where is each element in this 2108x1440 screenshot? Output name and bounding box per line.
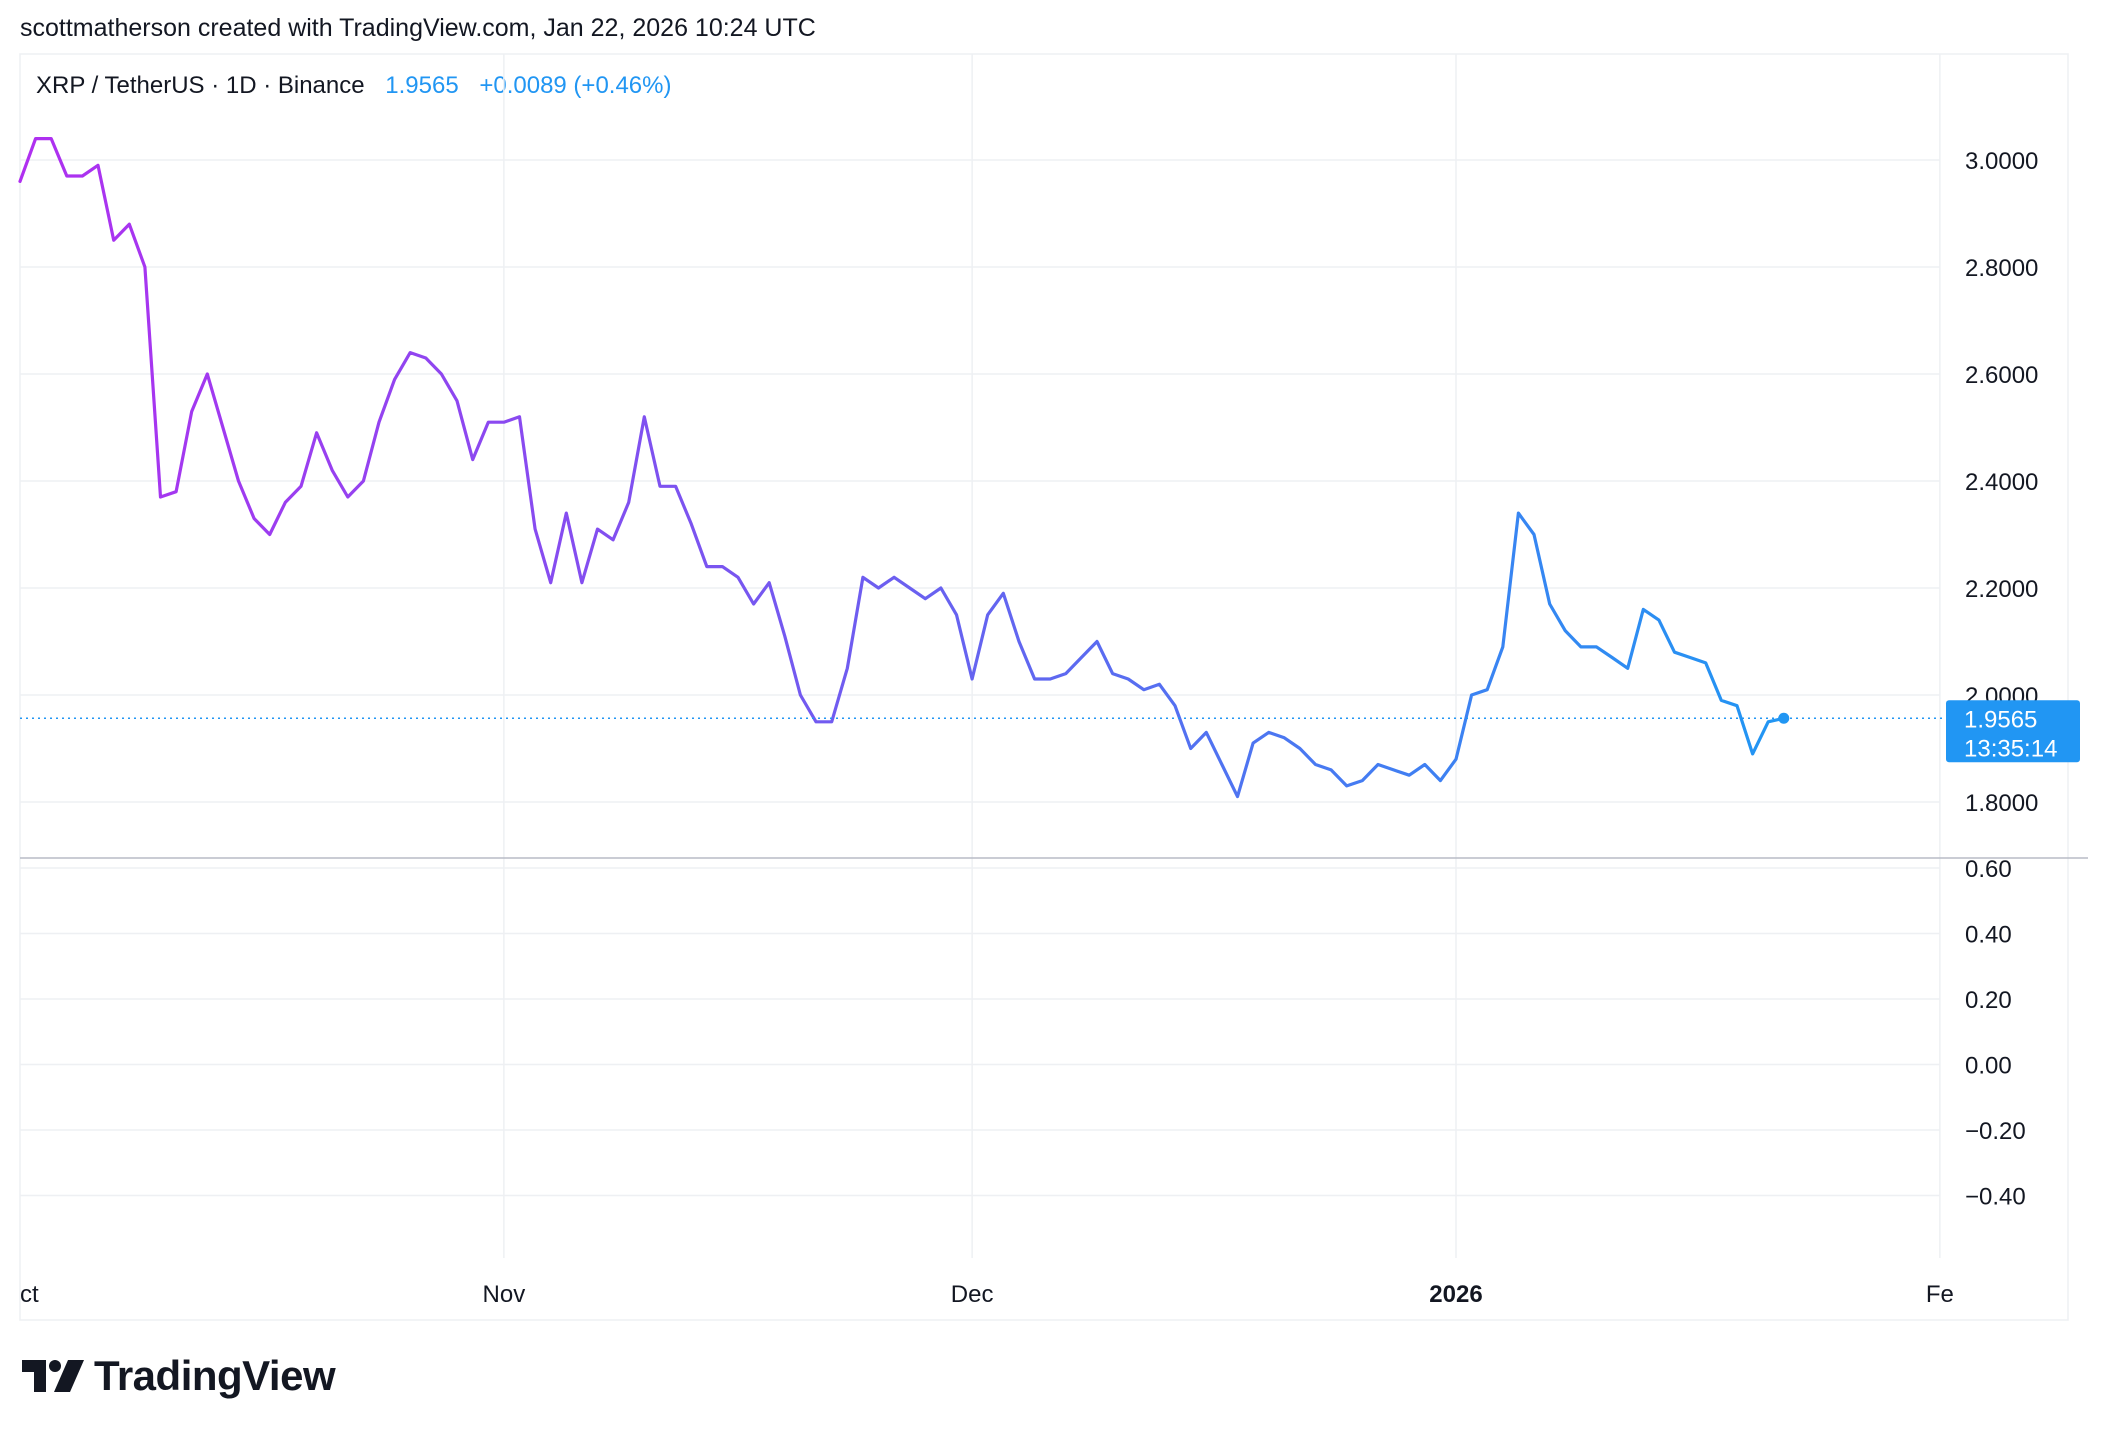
price-line[interactable] — [18, 137, 1786, 799]
price-axis-tick: 2.4000 — [1965, 469, 2038, 496]
symbol-legend: XRP / TetherUS · 1D · Binance 1.9565 +0.… — [36, 72, 671, 100]
last-price-marker — [1778, 712, 1790, 724]
price-axis-tick: 2.8000 — [1965, 255, 2038, 282]
price-label-box[interactable] — [1946, 700, 2080, 763]
lower-axis-tick: 0.40 — [1965, 922, 2012, 949]
price-axis-tick: 1.8000 — [1965, 790, 2038, 817]
grid-lines — [20, 54, 1941, 1258]
tradingview-logo[interactable]: TradingView — [22, 1352, 336, 1400]
legend-price: 1.9565 — [385, 72, 459, 99]
price-axis-tick: 2.2000 — [1965, 576, 2038, 603]
legend-change: +0.0089 (+0.46%) — [479, 72, 672, 99]
price-series — [18, 137, 1946, 799]
axes: 3.00002.80002.60002.40002.20002.00001.80… — [20, 148, 2080, 1308]
tradingview-wordmark: TradingView — [94, 1352, 336, 1399]
lower-axis-tick: 0.00 — [1965, 1053, 2012, 1080]
time-axis-tick: Dec — [951, 1281, 994, 1308]
lower-axis-tick: 0.20 — [1965, 987, 2012, 1014]
legend-symbol[interactable]: XRP / TetherUS · 1D · Binance — [36, 72, 365, 99]
tradingview-logo-icon — [22, 1360, 84, 1392]
time-axis-tick: Nov — [483, 1281, 526, 1308]
lower-axis-tick: −0.40 — [1965, 1184, 2026, 1211]
price-label-value: 1.9565 — [1964, 706, 2037, 733]
time-axis-tick: Fe — [1926, 1281, 1954, 1308]
chart-attribution: scottmatherson created with TradingView.… — [20, 14, 816, 42]
time-axis-tick: 2026 — [1429, 1281, 1482, 1308]
price-label-countdown: 13:35:14 — [1964, 735, 2057, 762]
price-axis-tick: 3.0000 — [1965, 148, 2038, 175]
chart-border — [19, 53, 2069, 1321]
lower-axis-tick: 0.60 — [1965, 856, 2012, 883]
lower-axis-tick: −0.20 — [1965, 1118, 2026, 1145]
time-axis-tick: ct — [20, 1281, 39, 1308]
chart-frame — [19, 53, 2088, 1321]
price-axis-tick: 2.6000 — [1965, 362, 2038, 389]
